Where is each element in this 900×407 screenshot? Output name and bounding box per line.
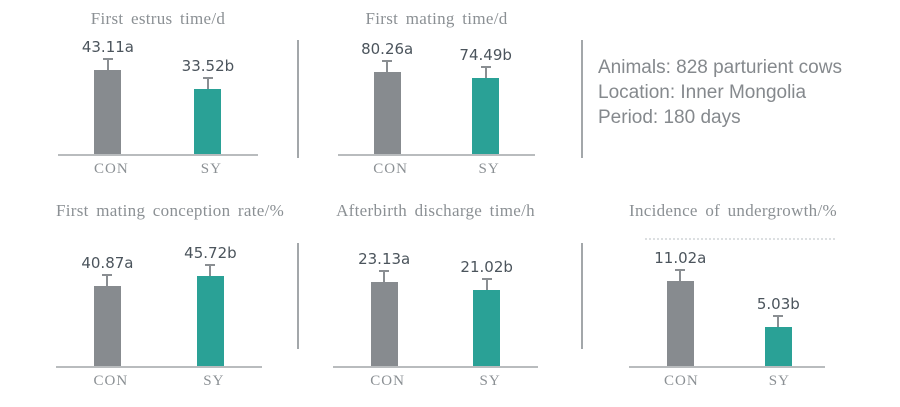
error-bar <box>102 58 113 70</box>
x-axis-labels: CON SY <box>56 368 262 390</box>
x-tick-label-con: CON <box>373 161 408 177</box>
bar-sy <box>196 276 224 366</box>
bar-group-con: 80.26a <box>361 40 413 154</box>
plot-area: 11.02a 5.03b <box>629 224 825 368</box>
chart-title: Afterbirth discharge time/h <box>336 201 535 220</box>
plot-area: 43.11a 33.52b <box>58 32 258 156</box>
bar-group-sy: 5.03b <box>757 295 800 366</box>
bar-con <box>373 72 401 154</box>
x-axis-labels: CON SY <box>338 156 535 178</box>
vertical-divider <box>297 40 299 158</box>
bar-con <box>93 286 121 366</box>
bar-group-sy: 33.52b <box>182 57 234 154</box>
x-tick-label-sy: SY <box>768 373 790 389</box>
study-info-panel: Animals: 828 parturient cows Location: I… <box>598 55 842 130</box>
x-axis-labels: CON SY <box>333 368 538 390</box>
x-tick-label-sy: SY <box>479 373 501 389</box>
error-bar <box>202 77 213 89</box>
error-bar <box>773 315 784 327</box>
chart-panel-first-estrus-time: First estrus time/d 43.11a 33.52b CON SY <box>58 8 258 178</box>
bar-group-con: 11.02a <box>654 249 706 366</box>
x-tick-label-con: CON <box>664 373 699 389</box>
error-bar <box>102 274 113 286</box>
bar-group-con: 23.13a <box>358 250 410 366</box>
error-bar <box>481 278 492 290</box>
x-tick-label-sy: SY <box>200 161 222 177</box>
x-tick-label-sy: SY <box>478 161 500 177</box>
bar-sy <box>764 327 792 366</box>
vertical-divider <box>581 40 583 158</box>
bar-group-con: 43.11a <box>82 38 134 154</box>
bar-value-label: 21.02b <box>460 258 513 276</box>
bar-con <box>666 281 694 366</box>
bar-con <box>370 282 398 366</box>
x-tick-label-con: CON <box>370 373 405 389</box>
erased-text-artifact <box>645 238 835 240</box>
bar-sy <box>472 78 500 154</box>
info-line-animals: Animals: 828 parturient cows <box>598 57 842 78</box>
bar-group-sy: 45.72b <box>184 244 237 366</box>
plot-area: 23.13a 21.02b <box>333 224 538 368</box>
error-bar <box>382 60 393 72</box>
x-tick-label-con: CON <box>94 161 129 177</box>
x-axis-labels: CON SY <box>58 156 258 178</box>
bar-value-label: 45.72b <box>184 244 237 262</box>
x-tick-label-con: CON <box>93 373 129 389</box>
chart-title: First mating conception rate/% <box>56 201 285 220</box>
chart-title: First estrus time/d <box>90 9 226 28</box>
bar-value-label: 23.13a <box>358 250 411 268</box>
bar-group-sy: 21.02b <box>460 258 513 366</box>
bar-value-label: 40.87a <box>81 254 134 272</box>
bar-value-label: 5.03b <box>756 295 800 313</box>
x-tick-label-sy: SY <box>203 373 225 389</box>
info-line-period: Period: 180 days <box>598 107 741 128</box>
chart-panel-conception-rate: First mating conception rate/% 40.87a 45.… <box>56 200 285 390</box>
chart-title: Incidence of undergrowth/% <box>629 201 837 220</box>
bar-group-con: 40.87a <box>81 254 133 366</box>
plot-area: 80.26a 74.49b <box>338 32 535 156</box>
bar-con <box>94 70 122 154</box>
error-bar <box>205 264 216 276</box>
bar-value-label: 80.26a <box>361 40 414 58</box>
bar-sy <box>194 89 222 154</box>
error-bar <box>379 270 390 282</box>
bar-value-label: 33.52b <box>181 57 235 75</box>
x-axis-labels: CON SY <box>629 368 825 390</box>
bar-value-label: 43.11a <box>81 38 134 56</box>
error-bar <box>480 66 491 78</box>
bar-sy <box>473 290 501 366</box>
chart-panel-incidence-undergrowth: Incidence of undergrowth/% 11.02a 5.03b C… <box>629 200 837 390</box>
error-bar <box>675 269 686 281</box>
bar-group-sy: 74.49b <box>459 46 512 154</box>
vertical-divider <box>581 243 583 349</box>
chart-panel-afterbirth-discharge: Afterbirth discharge time/h 23.13a 21.02b… <box>333 200 538 390</box>
bar-value-label: 74.49b <box>459 46 512 64</box>
chart-title: First mating time/d <box>365 9 508 28</box>
bar-value-label: 11.02a <box>654 249 707 267</box>
plot-area: 40.87a 45.72b <box>56 224 262 368</box>
chart-panel-first-mating-time: First mating time/d 80.26a 74.49b CON SY <box>338 8 535 178</box>
vertical-divider <box>297 243 299 349</box>
info-line-location: Location: Inner Mongolia <box>598 82 807 103</box>
